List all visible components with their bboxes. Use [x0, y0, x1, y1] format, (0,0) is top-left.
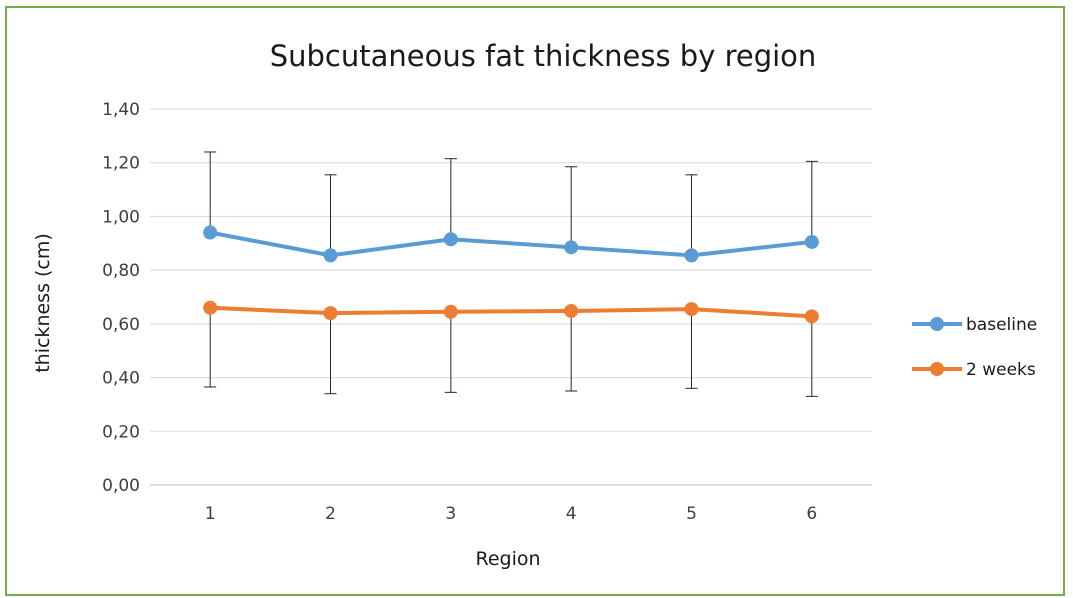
y-tick-label: 0,00: [102, 476, 140, 496]
legend-label: baseline: [966, 315, 1037, 335]
y-tick-label: 1,00: [102, 207, 140, 227]
data-point: [203, 225, 218, 240]
data-point: [684, 248, 699, 263]
y-tick-label: 1,20: [102, 154, 140, 174]
series-markers: [203, 225, 819, 324]
legend: baseline 2 weeks: [912, 315, 1037, 380]
legend-marker: [930, 362, 944, 376]
y-tick-label: 0,60: [102, 315, 140, 335]
data-point: [443, 232, 458, 247]
y-tick-label: 1,40: [102, 100, 140, 120]
data-point: [804, 309, 819, 324]
data-point: [323, 306, 338, 321]
y-tick-label: 0,20: [102, 422, 140, 442]
data-point: [564, 303, 579, 318]
data-point: [684, 302, 699, 317]
data-point: [804, 234, 819, 249]
x-axis-title: Region: [475, 548, 540, 570]
data-point: [323, 248, 338, 263]
chart-title: Subcutaneous fat thickness by region: [270, 39, 817, 73]
legend-label: 2 weeks: [966, 360, 1036, 380]
x-tick-label: 2: [325, 504, 336, 524]
gridlines: [150, 108, 872, 486]
line-chart: Subcutaneous fat thickness by region 0,0…: [32, 39, 1037, 570]
data-point: [443, 304, 458, 319]
y-tick-label: 0,40: [102, 369, 140, 389]
data-point: [203, 300, 218, 315]
x-tick-label: 5: [686, 504, 697, 524]
x-axis-tick-labels: 1 2 3 4 5 6: [205, 504, 817, 524]
data-point: [564, 240, 579, 255]
series-lines: [209, 230, 813, 319]
y-axis-title: thickness (cm): [32, 233, 54, 373]
error-bars: [204, 151, 818, 397]
y-tick-label: 0,80: [102, 261, 140, 281]
x-tick-label: 1: [205, 504, 216, 524]
x-tick-label: 3: [445, 504, 456, 524]
chart-frame: Subcutaneous fat thickness by region 0,0…: [5, 6, 1065, 596]
legend-marker: [930, 317, 944, 331]
x-tick-label: 6: [806, 504, 817, 524]
y-axis-tick-labels: 0,00 0,20 0,40 0,60 0,80 1,00 1,20 1,40: [102, 100, 140, 496]
x-tick-label: 4: [566, 504, 577, 524]
series-line: [209, 230, 813, 258]
series-line: [210, 305, 812, 319]
